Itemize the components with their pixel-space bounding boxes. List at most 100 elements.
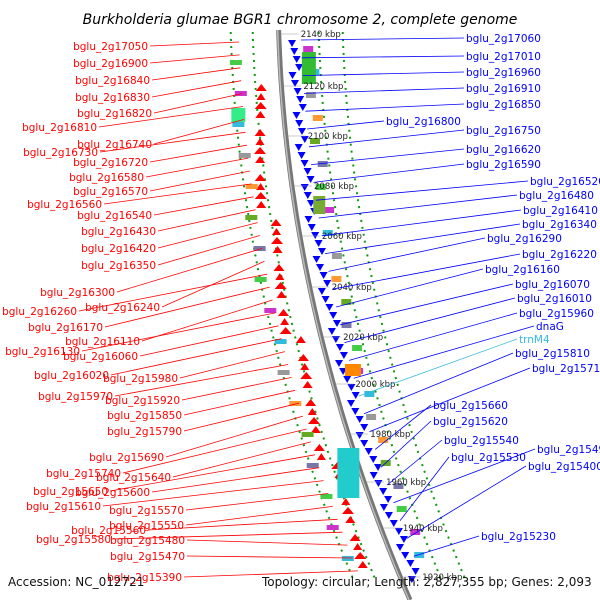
reverse-gene-arrow bbox=[306, 176, 315, 183]
leader-line-right bbox=[413, 535, 480, 557]
cog-block bbox=[378, 437, 389, 443]
leader-line-left bbox=[112, 531, 343, 540]
gene-label-left: bglu_2g16170 bbox=[28, 322, 103, 334]
gene-label-left: bglu_2g16730 bbox=[23, 147, 98, 159]
gene-label-left: bglu_2g15480 bbox=[110, 535, 185, 547]
gene-label-right: bglu_2g15400 bbox=[528, 461, 600, 473]
cog-block-left bbox=[301, 432, 314, 437]
cog-block bbox=[331, 276, 342, 282]
leader-line-right bbox=[308, 129, 465, 148]
leader-line-left bbox=[185, 493, 329, 511]
forward-gene-arrow bbox=[300, 372, 313, 379]
cog-block bbox=[341, 322, 352, 328]
reverse-gene-arrow bbox=[347, 400, 355, 407]
gene-label-left: bglu_2g16540 bbox=[77, 210, 152, 222]
leader-line-right bbox=[335, 268, 484, 308]
gene-label-left: bglu_2g16580 bbox=[69, 172, 144, 184]
cog-block bbox=[322, 230, 333, 236]
forward-gene-arrow bbox=[302, 381, 313, 388]
forward-gene-arrow bbox=[276, 291, 287, 298]
gene-label-left: bglu_2g16720 bbox=[73, 157, 148, 169]
reverse-gene-arrow bbox=[296, 96, 305, 103]
gene-label-left: bglu_2g15390 bbox=[107, 572, 182, 584]
forward-gene-arrow bbox=[254, 174, 266, 181]
gene-label-right: bglu_2g16520 bbox=[530, 176, 600, 188]
reverse-gene-arrow bbox=[316, 264, 324, 271]
gene-label-left: bglu_2g15970 bbox=[38, 391, 113, 403]
cog-block bbox=[305, 92, 316, 98]
leader-line-right bbox=[332, 253, 521, 290]
gene-label-left: bglu_2g16300 bbox=[40, 287, 115, 299]
reverse-gene-arrow bbox=[318, 248, 326, 255]
reverse-gene-arrow bbox=[374, 480, 383, 487]
forward-gene-arrow bbox=[255, 156, 266, 163]
leader-line-right bbox=[300, 37, 465, 41]
reverse-gene-arrow bbox=[379, 504, 388, 511]
gene-label-left: bglu_2g15610 bbox=[26, 501, 101, 513]
gene-label-left: bglu_2g15650 bbox=[33, 486, 108, 498]
reverse-gene-arrow bbox=[339, 352, 348, 359]
reverse-gene-arrow bbox=[355, 416, 364, 423]
gene-label-left: bglu_2g15920 bbox=[105, 395, 180, 407]
forward-gene-arrow bbox=[255, 84, 267, 91]
forward-gene-arrow bbox=[349, 534, 361, 541]
cog-block-left bbox=[229, 60, 242, 65]
gene-label-left: bglu_2g15790 bbox=[107, 426, 182, 438]
gene-label-right: bglu_2g16160 bbox=[485, 264, 560, 276]
gene-label-right: bglu_2g17060 bbox=[466, 33, 541, 45]
gene-label-right: bglu_2g16410 bbox=[523, 205, 598, 217]
forward-gene-arrow bbox=[345, 516, 356, 523]
kbp-tick-label: 2060 kbp bbox=[322, 232, 362, 242]
gene-label-right: bglu_2g15960 bbox=[519, 308, 594, 320]
gene-label-right: bglu_2g16010 bbox=[517, 293, 592, 305]
reverse-gene-arrow bbox=[291, 80, 299, 87]
cog-block bbox=[303, 46, 314, 52]
gene-label-left: bglu_2g16240 bbox=[85, 302, 160, 314]
leader-line-right bbox=[363, 352, 514, 415]
gene-label-left: bglu_2g15600 bbox=[75, 487, 150, 499]
leader-line-right bbox=[302, 71, 465, 76]
leader-line-left bbox=[81, 312, 276, 352]
reverse-gene-arrow bbox=[329, 312, 338, 319]
kbp-tick-label: 2100 kbp bbox=[308, 132, 348, 142]
cog-block bbox=[414, 552, 425, 558]
reverse-gene-arrow bbox=[298, 128, 306, 135]
forward-gene-arrow bbox=[255, 111, 266, 118]
gene-label-left: bglu_2g16060 bbox=[63, 351, 138, 363]
leader-line-right bbox=[313, 163, 465, 183]
leader-line-right bbox=[340, 283, 514, 326]
cog-block-left bbox=[320, 494, 333, 499]
reverse-gene-arrow bbox=[290, 48, 299, 55]
forward-gene-arrow bbox=[270, 219, 282, 226]
leader-line-left bbox=[157, 235, 260, 266]
leader-line-left bbox=[109, 454, 315, 492]
gene-label-left: bglu_2g16430 bbox=[81, 226, 156, 238]
gene-label-right: trnM4 bbox=[519, 334, 550, 346]
forward-gene-arrow bbox=[297, 354, 309, 361]
leader-line-left bbox=[153, 93, 243, 114]
leader-line-left bbox=[185, 506, 333, 526]
gene-label-left: bglu_2g16350 bbox=[81, 260, 156, 272]
leader-line-right bbox=[358, 338, 518, 397]
cog-block bbox=[396, 506, 407, 512]
gene-label-right: bglu_2g16620 bbox=[466, 144, 541, 156]
forward-gene-arrow bbox=[280, 318, 290, 325]
reverse-gene-arrow bbox=[374, 464, 382, 471]
cog-block-left bbox=[341, 556, 354, 561]
leader-line-left bbox=[78, 273, 268, 312]
cog-block bbox=[341, 299, 352, 305]
leader-line-right bbox=[386, 439, 443, 486]
leader-line-left bbox=[98, 106, 244, 128]
gene-label-right: bglu_2g16960 bbox=[466, 67, 541, 79]
forward-gene-arrow bbox=[300, 363, 310, 370]
cog-block bbox=[364, 391, 375, 397]
reverse-gene-arrow bbox=[300, 160, 309, 167]
reverse-gene-arrow bbox=[293, 88, 302, 95]
reverse-gene-arrow bbox=[399, 536, 408, 543]
gene-label-left: bglu_2g16260 bbox=[2, 306, 77, 318]
leader-line-left bbox=[104, 286, 270, 328]
forward-gene-arrow bbox=[254, 192, 267, 199]
forward-gene-arrow bbox=[341, 498, 351, 505]
gene-label-right: bglu_2g16070 bbox=[515, 279, 590, 291]
kbp-tick-label: 1980 kbp bbox=[370, 430, 410, 440]
